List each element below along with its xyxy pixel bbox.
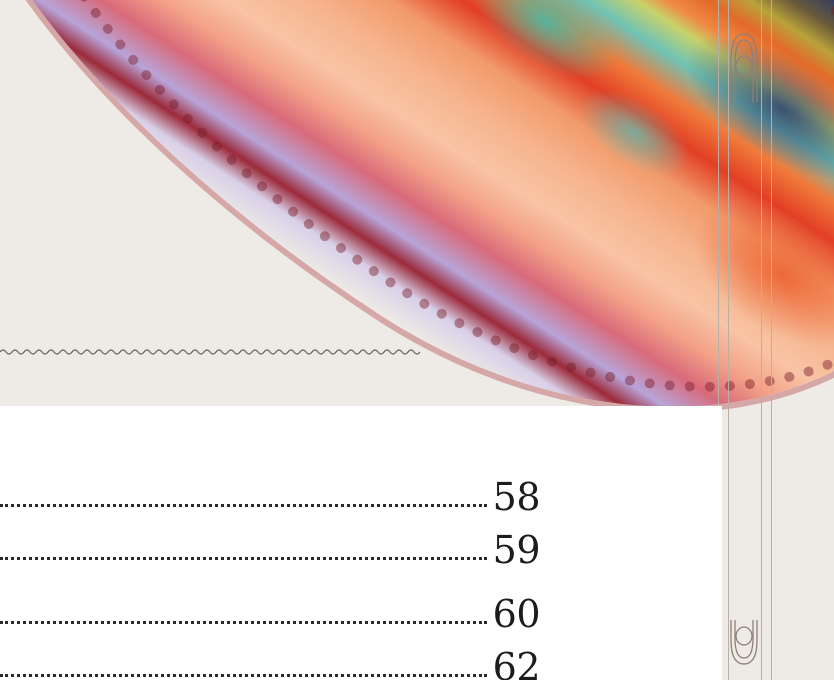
toc-page-number: 62: [492, 645, 541, 680]
toc-entry[interactable]: 59: [0, 523, 541, 572]
dot-leader: [0, 634, 487, 677]
celtic-knot-ornament-icon: [730, 620, 758, 665]
dot-leader: [0, 464, 487, 507]
table-of-contents-panel: [0, 406, 722, 680]
toc-page-number: 58: [492, 475, 541, 519]
toc-entry[interactable]: 60: [0, 587, 541, 636]
dot-leader: [0, 517, 487, 560]
dot-leader: [0, 581, 487, 624]
celtic-knot-ornament-icon: [730, 33, 758, 102]
toc-entry[interactable]: 58: [0, 470, 541, 519]
toc-page-number: 60: [492, 592, 541, 636]
toc-page-number: 59: [492, 528, 541, 572]
toc-entry[interactable]: 62: [0, 640, 541, 680]
decorative-border-strip: [718, 0, 772, 680]
wavy-divider-line: [0, 349, 421, 355]
